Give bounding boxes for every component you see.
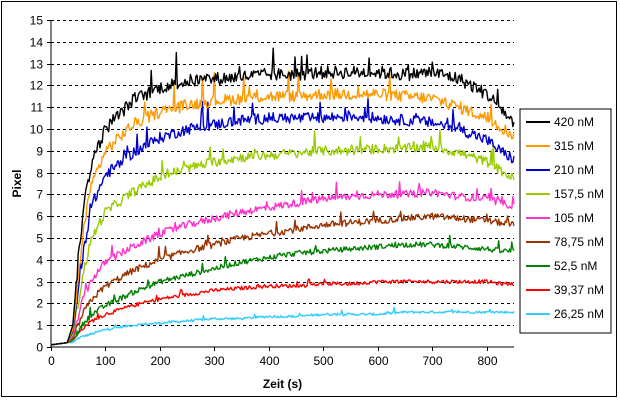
y-tick-label: 2 bbox=[36, 297, 43, 311]
legend-label: 78,75 nM bbox=[554, 235, 604, 249]
x-tick-label: 100 bbox=[95, 354, 115, 368]
y-tick-label: 3 bbox=[36, 276, 43, 290]
x-tick-label: 400 bbox=[259, 354, 279, 368]
x-axis-title: Zeit (s) bbox=[263, 377, 302, 391]
y-tick-label: 8 bbox=[36, 167, 43, 181]
x-tick-label: 800 bbox=[477, 354, 497, 368]
y-tick-label: 4 bbox=[36, 254, 43, 268]
y-tick-label: 5 bbox=[36, 232, 43, 246]
y-tick-label: 12 bbox=[30, 79, 44, 93]
series-line bbox=[50, 210, 515, 346]
series-line bbox=[50, 278, 515, 346]
series-line bbox=[50, 181, 515, 346]
y-tick-label: 9 bbox=[36, 145, 43, 159]
x-tick-label: 0 bbox=[48, 354, 55, 368]
y-tick-label: 10 bbox=[30, 123, 44, 137]
y-tick-label: 14 bbox=[30, 36, 44, 50]
legend-label: 39,37 nM bbox=[554, 283, 604, 297]
x-tick-label: 700 bbox=[422, 354, 442, 368]
legend-label: 210 nM bbox=[554, 163, 594, 177]
y-tick-label: 7 bbox=[36, 188, 43, 202]
x-tick-label: 300 bbox=[204, 354, 224, 368]
series-line bbox=[50, 306, 515, 346]
series-line bbox=[50, 97, 515, 346]
legend-label: 26,25 nM bbox=[554, 307, 604, 321]
legend: 420 nM 315 nM 210 nM 157,5 nM 105 nM 78,75 nM… bbox=[519, 108, 612, 334]
y-tick-label: 13 bbox=[30, 58, 44, 72]
y-tick-label: 15 bbox=[30, 14, 44, 28]
series-line bbox=[50, 70, 515, 346]
legend-label: 105 nM bbox=[554, 211, 594, 225]
series-layer bbox=[50, 47, 515, 346]
x-tick-label: 500 bbox=[313, 354, 333, 368]
legend-label: 420 nM bbox=[554, 115, 594, 129]
series-line bbox=[50, 129, 515, 346]
x-tick-label: 200 bbox=[150, 354, 170, 368]
x-tick-label: 600 bbox=[368, 354, 388, 368]
legend-label: 52,5 nM bbox=[554, 259, 597, 273]
y-tick-label: 6 bbox=[36, 210, 43, 224]
legend-label: 157,5 nM bbox=[554, 187, 604, 201]
series-line bbox=[50, 47, 515, 346]
series-line bbox=[50, 234, 515, 346]
y-tick-label: 0 bbox=[36, 341, 43, 355]
y-tick-label: 1 bbox=[36, 319, 43, 333]
legend-label: 315 nM bbox=[554, 139, 594, 153]
y-tick-label: 11 bbox=[31, 101, 44, 115]
y-axis-title: Pixel bbox=[10, 169, 24, 197]
